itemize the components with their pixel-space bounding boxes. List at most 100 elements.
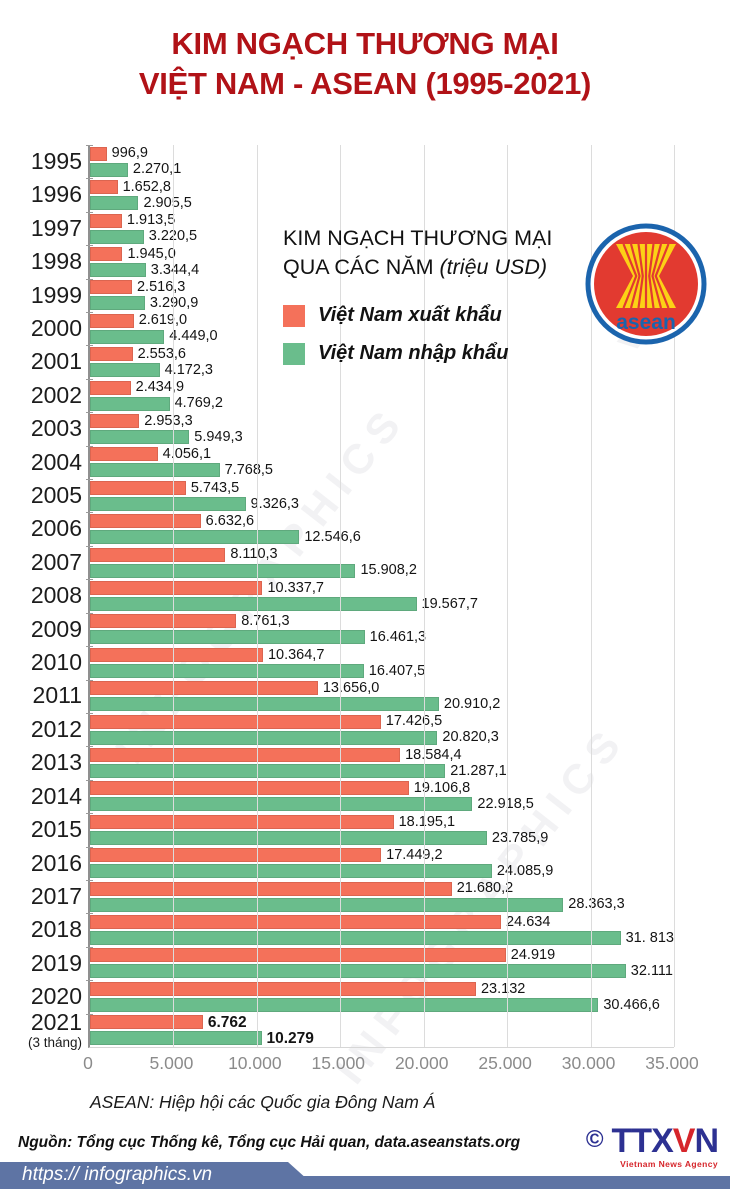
export-bar <box>90 146 107 161</box>
bar-value-label: 5.743,5 <box>190 479 240 496</box>
import-bar <box>90 1031 262 1046</box>
y-axis-tick <box>86 813 93 815</box>
chart-row-2009: 2009 8.761,3 16.461,3 <box>31 612 674 646</box>
page-title: KIM NGẠCH THƯƠNG MẠI VIỆT NAM - ASEAN (1… <box>0 24 730 103</box>
y-axis-tick <box>86 479 93 481</box>
import-bar <box>90 196 139 211</box>
y-axis-tick <box>86 1013 93 1015</box>
chart-row-2011: 2011 13.656,0 20.910,2 <box>33 679 674 713</box>
export-bar <box>90 480 186 495</box>
year-label: 2004 <box>30 448 82 475</box>
bar-value-label: 23.132 <box>480 980 526 997</box>
year-label: 2008 <box>30 582 82 609</box>
import-bar <box>90 931 621 946</box>
y-axis-tick <box>86 612 93 614</box>
legend-heading: KIM NGẠCH THƯƠNG MẠI QUA CÁC NĂM (triệu … <box>283 224 583 282</box>
bar-value-label: 24.919 <box>510 947 556 964</box>
x-axis-tick-label: 20.000 <box>394 1053 449 1073</box>
bar-value-label: 10.364,7 <box>267 646 325 663</box>
year-label: 2014 <box>30 782 82 809</box>
bar-value-label: 3.220,5 <box>149 229 197 244</box>
bar-value-label: 17.426,5 <box>385 713 443 730</box>
import-bar <box>90 997 599 1012</box>
import-bar <box>90 797 473 812</box>
bar-value-label: 13.656,0 <box>322 679 380 696</box>
year-label: 2013 <box>30 749 82 776</box>
copyright-icon: © <box>585 1126 604 1153</box>
legend-item: Việt Nam nhập khẩu <box>283 342 583 365</box>
bar-value-label: 15.908,2 <box>360 562 417 579</box>
chart-row-2019: 2019 24.919 32.111 <box>31 946 674 980</box>
bar-value-label: 2.553,6 <box>137 345 186 362</box>
bar-value-label: 6.632,6 <box>205 512 255 529</box>
chart-row-2015: 2015 18.195,1 23.785,9 <box>31 813 674 846</box>
bar-value-label: 4.056,1 <box>162 446 212 463</box>
export-bar <box>90 1015 203 1030</box>
y-axis-tick <box>86 145 93 146</box>
bar-value-label: 31. 813 <box>625 929 674 946</box>
bar-value-label: 21.287,1 <box>450 762 507 779</box>
export-bar <box>90 246 123 261</box>
y-axis-tick <box>86 245 93 247</box>
year-label: 2007 <box>30 548 82 575</box>
asean-footnote: ASEAN: Hiệp hội các Quốc gia Đông Nam Á <box>90 1092 436 1112</box>
bar-value-label: 8.110,3 <box>230 546 278 563</box>
bar-chart-plot: 1995 996,9 2.270,1 1996 1.652,8 2.905,5 1997 1.… <box>28 145 675 1049</box>
y-axis-tick <box>86 646 93 648</box>
page-title-line2: VIỆT NAM - ASEAN (1995-2021) <box>138 65 592 101</box>
bar-value-label: 17.449,2 <box>386 846 443 863</box>
y-axis-tick <box>86 779 93 781</box>
import-bar <box>90 530 300 545</box>
chart-row-2010: 2010 10.364,7 16.407,5 <box>31 646 674 679</box>
bar-value-label: 2.516,3 <box>136 279 186 296</box>
bar-value-label: 7.768,5 <box>224 462 273 479</box>
legend-item: Việt Nam xuất khẩu <box>283 304 583 327</box>
chart-row-2006: 2006 6.632,6 12.546,6 <box>31 512 674 545</box>
x-axis-tick-label: 10.000 <box>228 1053 282 1073</box>
year-label: 2002 <box>30 381 82 408</box>
bar-value-label: 12.546,6 <box>304 528 361 545</box>
bar-value-label: 32.111 <box>630 963 673 980</box>
y-axis-tick <box>86 579 93 581</box>
bar-value-label: 16.407,5 <box>368 662 426 679</box>
bar-value-label: 10.337,7 <box>267 579 324 596</box>
ttxvn-logo-text: TTXVN <box>611 1122 719 1160</box>
bar-value-label: 9.326,3 <box>250 495 299 512</box>
page-title-line1: KIM NGẠCH THƯƠNG MẠI <box>171 26 559 61</box>
x-axis-tick-label: 35.000 <box>645 1053 699 1073</box>
export-bar <box>90 881 452 896</box>
bar-value-label: 4.172,3 <box>164 361 213 378</box>
bar-value-label: 3.344,4 <box>150 261 200 278</box>
bar-value-label: 5.949,3 <box>194 428 243 445</box>
x-axis: 0 5.000 10.000 15.000 20.000 25.000 30.000 35.0… <box>83 1053 699 1077</box>
export-bar <box>90 447 158 462</box>
y-axis-tick <box>86 278 93 280</box>
import-bar <box>90 563 356 578</box>
bar-value-label: 23.785,9 <box>491 829 549 846</box>
import-bar <box>90 429 190 444</box>
year-label: 2019 <box>30 949 82 976</box>
gridline <box>256 145 258 1047</box>
year-label: 1995 <box>30 147 82 174</box>
chart-row-2012: 2012 17.426,5 20.820,3 <box>31 712 674 746</box>
legend-heading-line1: KIM NGẠCH THƯƠNG MẠI <box>283 226 553 250</box>
infographics-url[interactable]: https:// infographics.vn <box>0 1162 318 1189</box>
y-axis-tick <box>86 746 93 748</box>
x-axis-tick-label: 15.000 <box>311 1053 366 1073</box>
chart-row-2008: 2008 10.337,7 19.567,7 <box>31 579 674 612</box>
import-bar <box>90 396 170 411</box>
bar-value-label: 1.652,8 <box>122 178 171 195</box>
export-bar <box>90 413 140 428</box>
x-axis-tick-label: 30.000 <box>561 1053 616 1073</box>
year-label: 2015 <box>30 816 82 843</box>
chart-row-2020: 2020 23.132 30.466,6 <box>31 980 674 1013</box>
y-axis-tick <box>86 545 93 547</box>
year-label: 2020 <box>30 983 82 1010</box>
bar-value-label: 8.761,3 <box>241 613 290 630</box>
export-bar <box>90 280 132 295</box>
bar-value-label: 16.461,3 <box>369 629 427 646</box>
year-label: 2021 <box>30 1008 82 1035</box>
chart-row-1996: 1996 1.652,8 2.905,5 <box>31 178 674 211</box>
